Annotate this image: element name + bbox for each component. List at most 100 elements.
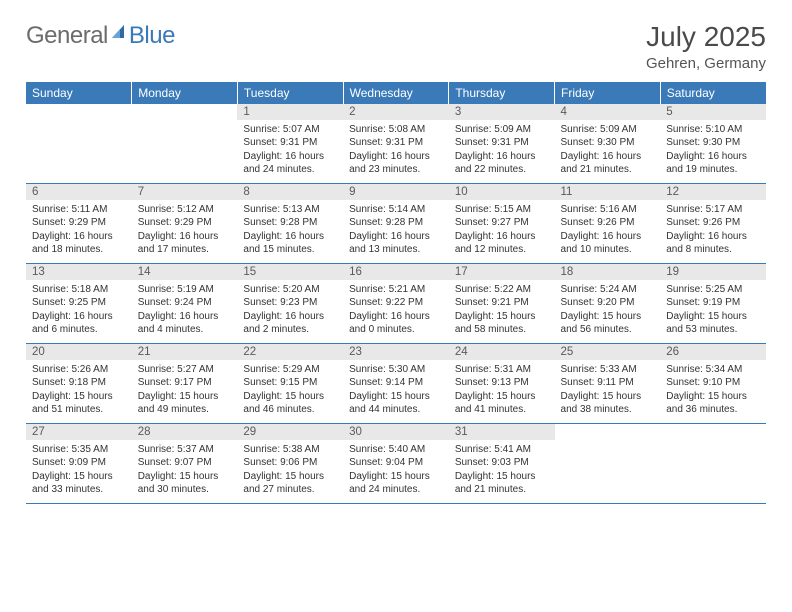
day-body: Sunrise: 5:12 AMSunset: 9:29 PMDaylight:…	[132, 200, 238, 263]
day-body: Sunrise: 5:37 AMSunset: 9:07 PMDaylight:…	[132, 440, 238, 503]
calendar-cell-empty	[132, 104, 238, 184]
day-body: Sunrise: 5:19 AMSunset: 9:24 PMDaylight:…	[132, 280, 238, 343]
calendar-cell-empty	[555, 423, 661, 503]
day-body: Sunrise: 5:35 AMSunset: 9:09 PMDaylight:…	[26, 440, 132, 503]
day-body: Sunrise: 5:33 AMSunset: 9:11 PMDaylight:…	[555, 360, 661, 423]
sunset-line: Sunset: 9:22 PM	[349, 296, 443, 310]
day-number: 3	[449, 104, 555, 120]
sunrise-line: Sunrise: 5:34 AM	[666, 363, 760, 377]
sunrise-line: Sunrise: 5:07 AM	[243, 123, 337, 137]
daylight-line: Daylight: 15 hours and 24 minutes.	[349, 470, 443, 497]
calendar-cell: 31Sunrise: 5:41 AMSunset: 9:03 PMDayligh…	[449, 423, 555, 503]
day-number: 26	[660, 344, 766, 360]
sunset-line: Sunset: 9:06 PM	[243, 456, 337, 470]
day-number	[26, 104, 132, 120]
sunrise-line: Sunrise: 5:41 AM	[455, 443, 549, 457]
calendar-cell-empty	[26, 104, 132, 184]
sunset-line: Sunset: 9:10 PM	[666, 376, 760, 390]
sunset-line: Sunset: 9:03 PM	[455, 456, 549, 470]
day-number: 16	[343, 264, 449, 280]
calendar-cell: 16Sunrise: 5:21 AMSunset: 9:22 PMDayligh…	[343, 263, 449, 343]
day-body: Sunrise: 5:25 AMSunset: 9:19 PMDaylight:…	[660, 280, 766, 343]
sunrise-line: Sunrise: 5:25 AM	[666, 283, 760, 297]
day-body: Sunrise: 5:29 AMSunset: 9:15 PMDaylight:…	[237, 360, 343, 423]
calendar-cell: 21Sunrise: 5:27 AMSunset: 9:17 PMDayligh…	[132, 343, 238, 423]
calendar-week-row: 1Sunrise: 5:07 AMSunset: 9:31 PMDaylight…	[26, 104, 766, 184]
sunrise-line: Sunrise: 5:10 AM	[666, 123, 760, 137]
day-number	[555, 424, 661, 440]
day-body: Sunrise: 5:26 AMSunset: 9:18 PMDaylight:…	[26, 360, 132, 423]
day-number: 28	[132, 424, 238, 440]
sunrise-line: Sunrise: 5:09 AM	[561, 123, 655, 137]
calendar-week-row: 27Sunrise: 5:35 AMSunset: 9:09 PMDayligh…	[26, 423, 766, 503]
sunrise-line: Sunrise: 5:09 AM	[455, 123, 549, 137]
sunset-line: Sunset: 9:19 PM	[666, 296, 760, 310]
day-number: 11	[555, 184, 661, 200]
day-body: Sunrise: 5:21 AMSunset: 9:22 PMDaylight:…	[343, 280, 449, 343]
sunrise-line: Sunrise: 5:26 AM	[32, 363, 126, 377]
daylight-line: Daylight: 15 hours and 33 minutes.	[32, 470, 126, 497]
day-number: 13	[26, 264, 132, 280]
daylight-line: Daylight: 16 hours and 0 minutes.	[349, 310, 443, 337]
calendar-cell: 4Sunrise: 5:09 AMSunset: 9:30 PMDaylight…	[555, 104, 661, 184]
day-body: Sunrise: 5:10 AMSunset: 9:30 PMDaylight:…	[660, 120, 766, 183]
day-number: 4	[555, 104, 661, 120]
sunrise-line: Sunrise: 5:08 AM	[349, 123, 443, 137]
day-number	[132, 104, 238, 120]
day-number: 22	[237, 344, 343, 360]
calendar-cell: 24Sunrise: 5:31 AMSunset: 9:13 PMDayligh…	[449, 343, 555, 423]
daylight-line: Daylight: 15 hours and 36 minutes.	[666, 390, 760, 417]
sunset-line: Sunset: 9:31 PM	[243, 136, 337, 150]
calendar-cell: 27Sunrise: 5:35 AMSunset: 9:09 PMDayligh…	[26, 423, 132, 503]
sunrise-line: Sunrise: 5:40 AM	[349, 443, 443, 457]
sunset-line: Sunset: 9:31 PM	[349, 136, 443, 150]
sunset-line: Sunset: 9:26 PM	[666, 216, 760, 230]
daylight-line: Daylight: 16 hours and 10 minutes.	[561, 230, 655, 257]
calendar-week-row: 6Sunrise: 5:11 AMSunset: 9:29 PMDaylight…	[26, 183, 766, 263]
daylight-line: Daylight: 16 hours and 15 minutes.	[243, 230, 337, 257]
daylight-line: Daylight: 16 hours and 13 minutes.	[349, 230, 443, 257]
day-body: Sunrise: 5:34 AMSunset: 9:10 PMDaylight:…	[660, 360, 766, 423]
weekday-header: Thursday	[449, 82, 555, 104]
day-body: Sunrise: 5:15 AMSunset: 9:27 PMDaylight:…	[449, 200, 555, 263]
weekday-header: Saturday	[660, 82, 766, 104]
sunrise-line: Sunrise: 5:24 AM	[561, 283, 655, 297]
sunset-line: Sunset: 9:20 PM	[561, 296, 655, 310]
day-body: Sunrise: 5:38 AMSunset: 9:06 PMDaylight:…	[237, 440, 343, 503]
calendar-cell: 8Sunrise: 5:13 AMSunset: 9:28 PMDaylight…	[237, 183, 343, 263]
day-body: Sunrise: 5:13 AMSunset: 9:28 PMDaylight:…	[237, 200, 343, 263]
daylight-line: Daylight: 16 hours and 8 minutes.	[666, 230, 760, 257]
day-body	[26, 120, 132, 176]
day-body: Sunrise: 5:16 AMSunset: 9:26 PMDaylight:…	[555, 200, 661, 263]
daylight-line: Daylight: 15 hours and 41 minutes.	[455, 390, 549, 417]
daylight-line: Daylight: 16 hours and 23 minutes.	[349, 150, 443, 177]
calendar-week-row: 13Sunrise: 5:18 AMSunset: 9:25 PMDayligh…	[26, 263, 766, 343]
sunrise-line: Sunrise: 5:37 AM	[138, 443, 232, 457]
calendar-cell: 15Sunrise: 5:20 AMSunset: 9:23 PMDayligh…	[237, 263, 343, 343]
day-body: Sunrise: 5:08 AMSunset: 9:31 PMDaylight:…	[343, 120, 449, 183]
daylight-line: Daylight: 16 hours and 21 minutes.	[561, 150, 655, 177]
day-number: 18	[555, 264, 661, 280]
sunset-line: Sunset: 9:13 PM	[455, 376, 549, 390]
day-number: 23	[343, 344, 449, 360]
location-label: Gehren, Germany	[646, 55, 766, 72]
calendar-cell: 12Sunrise: 5:17 AMSunset: 9:26 PMDayligh…	[660, 183, 766, 263]
calendar-cell: 7Sunrise: 5:12 AMSunset: 9:29 PMDaylight…	[132, 183, 238, 263]
calendar-cell: 30Sunrise: 5:40 AMSunset: 9:04 PMDayligh…	[343, 423, 449, 503]
sunrise-line: Sunrise: 5:30 AM	[349, 363, 443, 377]
sunrise-line: Sunrise: 5:33 AM	[561, 363, 655, 377]
sunrise-line: Sunrise: 5:13 AM	[243, 203, 337, 217]
day-body	[132, 120, 238, 176]
day-number	[660, 424, 766, 440]
day-number: 10	[449, 184, 555, 200]
day-body: Sunrise: 5:31 AMSunset: 9:13 PMDaylight:…	[449, 360, 555, 423]
day-body: Sunrise: 5:30 AMSunset: 9:14 PMDaylight:…	[343, 360, 449, 423]
sunrise-line: Sunrise: 5:18 AM	[32, 283, 126, 297]
weekday-header-row: SundayMondayTuesdayWednesdayThursdayFrid…	[26, 82, 766, 104]
sunrise-line: Sunrise: 5:14 AM	[349, 203, 443, 217]
calendar-cell-empty	[660, 423, 766, 503]
day-body: Sunrise: 5:41 AMSunset: 9:03 PMDaylight:…	[449, 440, 555, 503]
day-number: 15	[237, 264, 343, 280]
sunset-line: Sunset: 9:28 PM	[243, 216, 337, 230]
calendar-cell: 26Sunrise: 5:34 AMSunset: 9:10 PMDayligh…	[660, 343, 766, 423]
